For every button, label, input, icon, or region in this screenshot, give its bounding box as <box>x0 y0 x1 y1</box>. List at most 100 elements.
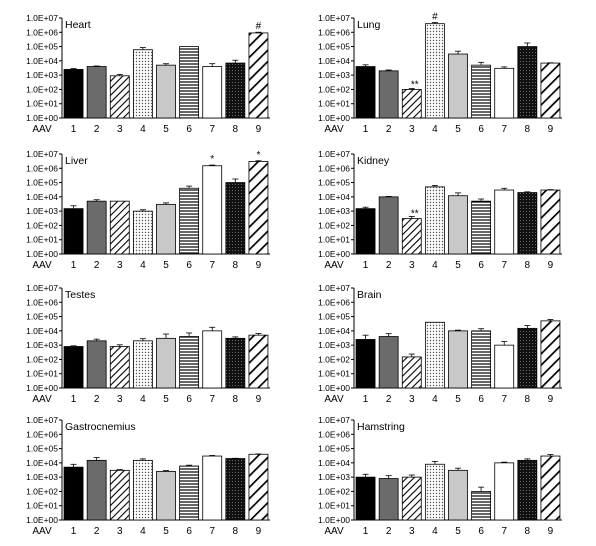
bar <box>63 69 84 119</box>
bar <box>448 330 468 389</box>
x-tick-label: 3 <box>409 394 415 405</box>
x-tick-label: 5 <box>163 124 169 135</box>
x-tick-label: 2 <box>386 260 392 271</box>
x-tick-label: 8 <box>233 394 239 405</box>
bar <box>424 23 445 119</box>
x-axis-label: AAV <box>324 260 344 271</box>
y-tick-label: 1.0E+05 <box>318 444 350 454</box>
x-tick-label: 6 <box>478 260 484 271</box>
x-tick-label: 8 <box>233 260 239 271</box>
bar <box>401 218 422 255</box>
x-tick-label: 5 <box>163 526 169 537</box>
x-tick-label: 7 <box>501 394 507 405</box>
x-tick-label: 5 <box>163 394 169 405</box>
bar <box>248 161 269 255</box>
x-axis-label: AAV <box>32 124 52 135</box>
x-tick-label: 6 <box>478 124 484 135</box>
bar <box>494 189 515 255</box>
bar <box>156 471 176 521</box>
y-tick-label: 1.0E+07 <box>318 149 350 159</box>
bar <box>517 459 538 521</box>
panel-title: Hamstring <box>357 421 405 433</box>
x-tick-label: 7 <box>501 526 507 537</box>
bar <box>225 182 246 255</box>
x-tick-label: 1 <box>363 260 369 271</box>
bar <box>63 466 84 521</box>
bar <box>424 321 445 389</box>
y-tick-label: 1.0E+05 <box>26 312 58 322</box>
bar <box>248 334 269 389</box>
bar <box>156 203 176 255</box>
x-tick-label: 9 <box>548 124 554 135</box>
panel-lung: 1.0E+00 1.0E+01 1.0E+02 1.0E+03 1.0E+04 1.0E+… <box>318 12 562 135</box>
y-tick-label: 1.0E+07 <box>26 283 58 293</box>
significance-mark: ** <box>411 79 419 90</box>
bar <box>132 459 153 521</box>
x-tick-label: 8 <box>525 526 531 537</box>
x-tick-label: 6 <box>478 526 484 537</box>
bar <box>132 49 153 119</box>
bar <box>401 89 422 119</box>
x-tick-label: 6 <box>478 394 484 405</box>
x-tick-label: 9 <box>256 394 262 405</box>
y-tick-label: 1.0E+07 <box>26 415 58 425</box>
bar <box>494 462 515 521</box>
y-tick-label: 1.0E+06 <box>318 163 350 173</box>
y-tick-label: 1.0E+02 <box>26 354 58 364</box>
x-tick-label: 3 <box>409 260 415 271</box>
x-tick-label: 1 <box>71 526 77 537</box>
y-tick-label: 1.0E+04 <box>318 192 350 202</box>
y-tick-label: 1.0E+03 <box>26 206 58 216</box>
bar <box>448 53 468 119</box>
x-tick-label: 7 <box>501 260 507 271</box>
y-tick-label: 1.0E+06 <box>26 163 58 173</box>
y-tick-label: 1.0E+07 <box>26 13 58 23</box>
x-tick-label: 3 <box>117 526 123 537</box>
x-tick-label: 9 <box>548 260 554 271</box>
bar <box>86 200 107 255</box>
bar <box>471 200 492 255</box>
x-tick-label: 1 <box>363 394 369 405</box>
bar <box>202 455 223 521</box>
bar <box>202 165 223 255</box>
y-tick-label: 1.0E+06 <box>318 429 350 439</box>
bar <box>378 70 399 119</box>
y-tick-label: 1.0E+03 <box>318 472 350 482</box>
bar <box>225 337 246 389</box>
x-tick-label: 1 <box>71 394 77 405</box>
x-tick-label: 5 <box>455 394 461 405</box>
x-tick-label: 8 <box>525 124 531 135</box>
x-tick-label: 7 <box>209 526 215 537</box>
significance-mark: ** <box>411 209 419 220</box>
x-tick-label: 5 <box>163 260 169 271</box>
panel-title: Kidney <box>357 155 390 167</box>
bar <box>109 469 130 521</box>
y-tick-label: 1.0E+01 <box>26 99 58 109</box>
y-tick-label: 1.0E+00 <box>26 113 58 123</box>
x-tick-label: 5 <box>455 526 461 537</box>
y-tick-label: 1.0E+01 <box>318 501 350 511</box>
panel-title: Liver <box>65 155 88 167</box>
x-tick-label: 4 <box>140 394 146 405</box>
bar <box>448 195 468 255</box>
x-tick-label: 2 <box>94 394 100 405</box>
x-tick-label: 6 <box>186 124 192 135</box>
bar <box>179 465 200 521</box>
y-tick-label: 1.0E+00 <box>318 383 350 393</box>
y-tick-label: 1.0E+07 <box>318 415 350 425</box>
x-tick-label: 6 <box>186 260 192 271</box>
x-tick-label: 2 <box>94 260 100 271</box>
y-tick-label: 1.0E+06 <box>26 297 58 307</box>
bar <box>355 339 376 389</box>
bar <box>179 187 200 255</box>
y-tick-label: 1.0E+00 <box>318 249 350 259</box>
y-tick-label: 1.0E+01 <box>318 99 350 109</box>
x-tick-label: 8 <box>525 260 531 271</box>
bar <box>378 336 399 389</box>
panel-hamstring: 1.0E+00 1.0E+01 1.0E+02 1.0E+03 1.0E+04 1.0E+… <box>318 415 562 537</box>
bar <box>132 210 153 255</box>
bar <box>517 327 538 389</box>
x-tick-label: 9 <box>548 526 554 537</box>
